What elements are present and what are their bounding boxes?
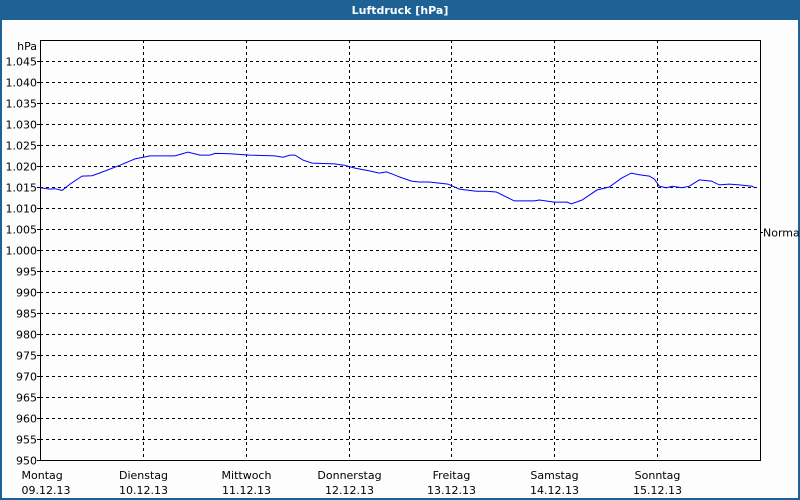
reference-label: Normal — [763, 227, 800, 240]
x-tick-date: 09.12.13 — [22, 484, 71, 497]
x-tick-day: Sonntag — [635, 469, 681, 482]
y-tick-label: 965 — [16, 392, 37, 405]
y-tick-label: 1.035 — [6, 98, 38, 111]
y-tick-label: 1.045 — [6, 56, 38, 69]
x-axis: Montag 09.12.13 Dienstag 10.12.13 Mittwoch 11… — [22, 469, 682, 497]
x-tick-date: 13.12.13 — [427, 484, 476, 497]
window-title: Luftdruck [hPa] — [0, 0, 800, 20]
y-tick-label: 960 — [16, 413, 37, 426]
y-tick-label: 1.040 — [6, 77, 38, 90]
y-tick-label: 1.025 — [6, 140, 38, 153]
x-tick-day: Mittwoch — [222, 469, 272, 482]
y-tick-label: 955 — [16, 434, 37, 447]
x-tick-date: 12.12.13 — [325, 484, 374, 497]
grid — [40, 40, 760, 460]
y-axis: hPa 950 955 960 965 970 975 980 985 990 995 1.000 1… — [6, 40, 40, 468]
y-tick-label: 1.005 — [6, 224, 38, 237]
x-tick-date: 14.12.13 — [530, 484, 579, 497]
x-tick-day: Donnerstag — [317, 469, 381, 482]
y-tick-label: 980 — [16, 329, 37, 342]
reference-line: Normal — [760, 227, 800, 240]
y-tick-label: 1.030 — [6, 119, 38, 132]
x-tick-date: 15.12.13 — [633, 484, 682, 497]
x-tick-day: Montag — [22, 469, 63, 482]
y-tick-label: 975 — [16, 350, 37, 363]
y-tick-label: 970 — [16, 371, 37, 384]
x-tick-date: 10.12.13 — [119, 484, 168, 497]
y-tick-label: 1.020 — [6, 161, 38, 174]
y-tick-label: 995 — [16, 266, 37, 279]
series — [39, 151, 756, 205]
y-tick-label: 990 — [16, 287, 37, 300]
x-tick-day: Freitag — [433, 469, 471, 482]
y-axis-unit: hPa — [17, 40, 37, 53]
y-tick-label: 950 — [16, 455, 37, 468]
y-tick-label: 1.010 — [6, 203, 38, 216]
y-tick-label: 985 — [16, 308, 37, 321]
x-tick-day: Dienstag — [119, 469, 168, 482]
y-tick-label: 1.015 — [6, 182, 38, 195]
y-tick-label: 1.000 — [6, 245, 38, 258]
x-tick-day: Samstag — [530, 469, 578, 482]
x-tick-date: 11.12.13 — [222, 484, 271, 497]
pressure-line — [39, 151, 756, 205]
